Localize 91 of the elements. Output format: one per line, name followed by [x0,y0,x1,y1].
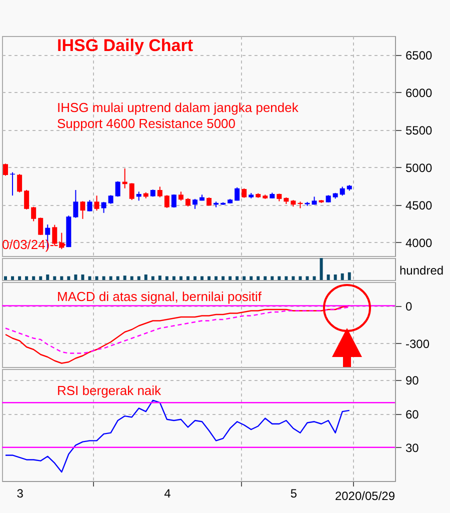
bar [60,276,64,280]
candlestick [164,194,170,208]
bar [270,276,274,280]
bar [102,276,106,280]
bar [348,272,351,280]
candlestick [38,217,44,236]
bar [144,274,148,280]
bar [208,276,211,280]
bar [11,276,14,280]
bar [81,274,84,280]
bar [228,276,232,280]
bar [312,276,316,280]
bar [18,276,22,280]
bar [222,276,225,280]
bar [39,276,42,280]
y-tick-label: 5500 [406,123,433,138]
bar [109,276,112,280]
y-tick-label: 4500 [406,198,433,212]
bar [25,276,28,280]
bar [172,276,176,280]
bar [53,276,56,280]
bar [256,276,260,280]
bar [179,276,182,280]
bar [320,258,323,280]
candlestick [101,201,106,214]
candlestick [242,188,247,198]
bar [264,276,267,280]
y-tick-label: 6000 [406,86,433,100]
bar [236,276,239,280]
y-tick-label: 4000 [406,236,433,250]
bar [306,276,309,280]
candlestick [192,198,198,210]
bar [298,276,302,280]
bar [32,276,36,280]
y-tick-label: 90 [406,374,420,388]
bar [284,276,288,280]
x-tick-label: 4 [164,486,172,500]
y-tick-label: 6500 [406,48,433,62]
candlestick [3,163,8,176]
candlestick [136,191,142,202]
bar [340,273,344,280]
bar [200,276,204,280]
y-tick-label: 30 [406,440,420,455]
line-series [4,305,350,364]
y-tick-label: 0 [406,299,412,314]
y-tick-label: 5000 [406,160,433,175]
bar [334,274,337,280]
bar [130,276,134,280]
bar [165,276,168,280]
candlestick [94,195,100,212]
candlestick [24,189,30,210]
candlestick [80,200,86,220]
bar [123,276,126,280]
bar [137,276,140,280]
candlestick [129,182,134,200]
candlestick [31,206,36,222]
bar [95,276,98,280]
y-axis-title: hundred [400,264,444,278]
x-tick-label: 3 [16,486,24,500]
bar [158,276,162,280]
bar [151,276,154,280]
bar [186,276,190,280]
text: 2020/05/29 [334,489,396,503]
line-series [4,400,350,473]
chart-title: IHSG Daily Chart [57,36,194,55]
bar [67,276,70,280]
candlestick [157,186,162,198]
annotation: RSI bergerak naik [57,383,162,398]
bar [88,276,92,280]
candlestick [178,191,184,202]
bar [74,274,78,280]
candlestick [122,168,128,189]
bar [326,274,330,280]
bar [250,276,253,280]
bar [292,276,295,280]
bar [214,276,218,280]
candlestick [17,174,22,193]
x-tick-label: 5 [290,486,298,500]
bar [278,276,281,280]
candlestick [73,190,78,218]
annotation: Support 4600 Resistance 5000 [57,116,236,131]
annotation: MACD di atas signal, bernilai positif [57,289,262,304]
bar [116,276,120,280]
candlestick [234,186,240,202]
bar [4,276,8,280]
y-tick-label: 60 [406,407,420,422]
bar [193,276,196,280]
bar [46,274,50,280]
annotation: IHSG mulai uptrend dalam jangka pendek [57,100,299,115]
bar [242,276,246,280]
y-tick-label: -300 [406,336,430,351]
